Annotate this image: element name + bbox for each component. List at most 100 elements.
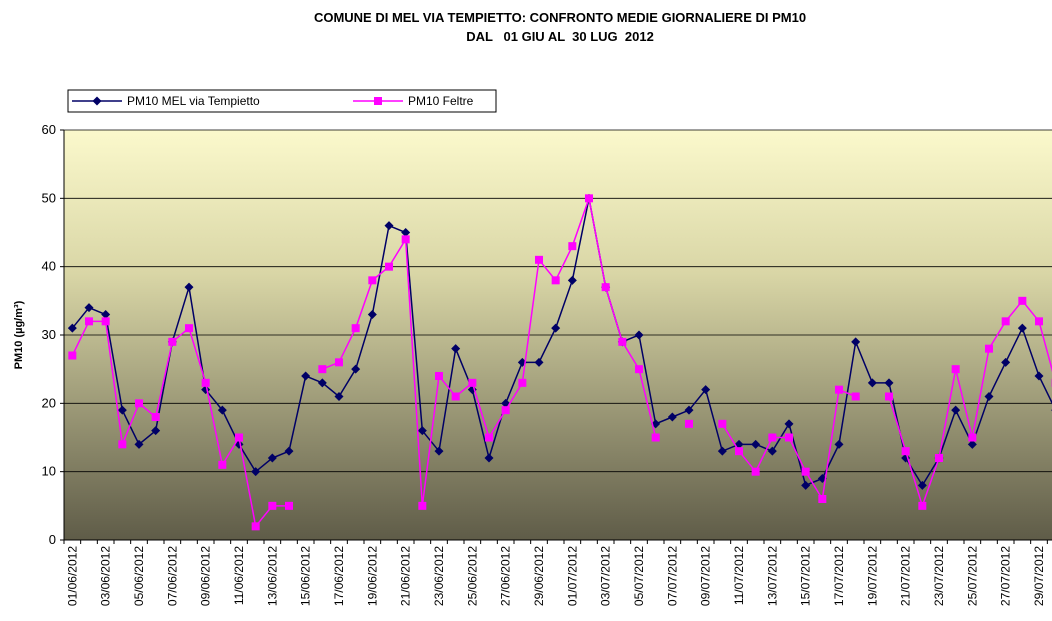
x-tick-label: 09/06/2012 [199, 546, 213, 606]
x-tick-label: 05/06/2012 [132, 546, 146, 606]
x-tick-label: 19/06/2012 [365, 546, 379, 606]
marker [967, 439, 977, 449]
marker [384, 221, 394, 231]
legend-label: PM10 MEL via Tempietto [127, 94, 260, 108]
legend-label: PM10 Feltre [408, 94, 474, 108]
chart-title: COMUNE DI MEL VIA TEMPIETTO: CONFRONTO M… [314, 10, 806, 25]
marker [418, 501, 427, 510]
marker [367, 310, 377, 319]
marker [434, 446, 444, 456]
x-tick-label: 25/07/2012 [965, 546, 979, 606]
marker [901, 447, 910, 456]
marker [601, 283, 610, 292]
marker [635, 365, 643, 374]
marker [151, 413, 160, 421]
marker [935, 454, 943, 462]
marker [801, 480, 811, 490]
marker [1001, 357, 1011, 367]
x-tick-label: 09/07/2012 [699, 546, 713, 606]
marker [318, 365, 327, 374]
marker [185, 324, 193, 333]
marker [485, 433, 493, 442]
marker [684, 405, 694, 415]
marker [751, 467, 760, 476]
marker [401, 235, 410, 244]
marker [834, 439, 844, 449]
marker [717, 446, 727, 456]
marker [67, 323, 77, 333]
marker [435, 372, 443, 380]
marker [751, 439, 761, 449]
marker [567, 275, 577, 285]
x-tick-label: 21/07/2012 [899, 546, 913, 606]
marker [968, 433, 977, 442]
x-tick-label: 11/07/2012 [732, 546, 746, 605]
x-tick-label: 17/06/2012 [332, 546, 346, 606]
marker [301, 371, 311, 381]
marker [134, 439, 144, 449]
marker [768, 433, 777, 442]
y-tick-label: 40 [42, 259, 56, 274]
marker [118, 440, 127, 449]
marker [851, 392, 860, 401]
marker [568, 242, 577, 251]
x-tick-label: 15/06/2012 [299, 546, 313, 606]
chart-subtitle: DAL 01 GIU AL 30 LUG 2012 [466, 29, 654, 44]
marker [767, 446, 777, 456]
marker [685, 419, 693, 428]
marker [917, 480, 927, 490]
marker [701, 385, 711, 395]
marker [484, 453, 494, 463]
marker [651, 433, 660, 442]
marker [785, 433, 793, 442]
x-tick-label: 27/07/2012 [999, 546, 1013, 606]
marker [551, 276, 560, 285]
marker [534, 357, 544, 367]
marker [385, 262, 393, 271]
marker [867, 378, 877, 388]
x-tick-label: 17/07/2012 [832, 546, 846, 606]
marker [317, 378, 327, 388]
x-tick-label: 13/06/2012 [265, 546, 279, 606]
x-tick-label: 07/06/2012 [165, 546, 179, 606]
marker [284, 446, 294, 456]
marker [368, 276, 377, 285]
marker [285, 501, 293, 510]
marker [818, 495, 827, 503]
y-tick-label: 50 [42, 190, 56, 205]
marker [1018, 296, 1027, 305]
marker [101, 317, 110, 326]
x-tick-label: 21/06/2012 [399, 546, 413, 606]
marker [451, 392, 460, 401]
marker [85, 317, 93, 326]
marker [151, 426, 161, 436]
y-tick-label: 0 [49, 532, 56, 547]
marker [251, 467, 261, 477]
marker [351, 324, 360, 333]
marker [585, 194, 593, 203]
marker [801, 467, 810, 476]
marker [417, 426, 427, 436]
x-tick-label: 23/06/2012 [432, 546, 446, 606]
marker [885, 392, 893, 401]
marker [468, 378, 477, 387]
x-tick-label: 23/07/2012 [932, 546, 946, 606]
marker [851, 337, 861, 347]
marker [68, 351, 77, 360]
marker [535, 255, 543, 264]
marker [784, 419, 794, 429]
x-tick-label: 15/07/2012 [799, 546, 813, 606]
marker [634, 330, 644, 340]
marker [84, 303, 94, 313]
marker [951, 405, 961, 415]
legend [67, 89, 497, 113]
y-axis-label: PM10 (µg/m³) [13, 300, 25, 369]
marker [451, 344, 461, 354]
marker [235, 433, 243, 442]
marker [251, 522, 260, 531]
marker [951, 365, 960, 374]
marker [551, 323, 561, 333]
marker [835, 385, 843, 394]
marker [501, 406, 510, 415]
x-tick-label: 01/07/2012 [565, 546, 579, 606]
